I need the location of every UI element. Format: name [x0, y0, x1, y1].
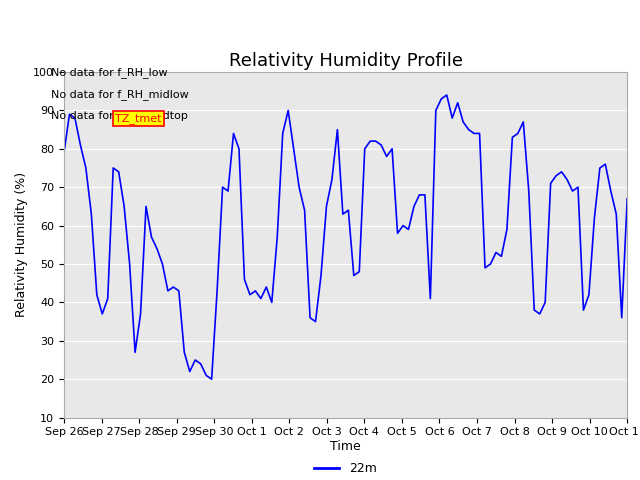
X-axis label: Time: Time: [330, 440, 361, 453]
Text: No data for f_RH_low: No data for f_RH_low: [51, 67, 168, 78]
Title: Relativity Humidity Profile: Relativity Humidity Profile: [228, 52, 463, 71]
Text: No data for f_RH_midlow: No data for f_RH_midlow: [51, 89, 189, 100]
Y-axis label: Relativity Humidity (%): Relativity Humidity (%): [15, 172, 28, 317]
Text: No data for f_RH_midtop: No data for f_RH_midtop: [51, 110, 188, 121]
Legend: 22m: 22m: [309, 457, 382, 480]
Text: TZ_tmet: TZ_tmet: [115, 113, 162, 124]
